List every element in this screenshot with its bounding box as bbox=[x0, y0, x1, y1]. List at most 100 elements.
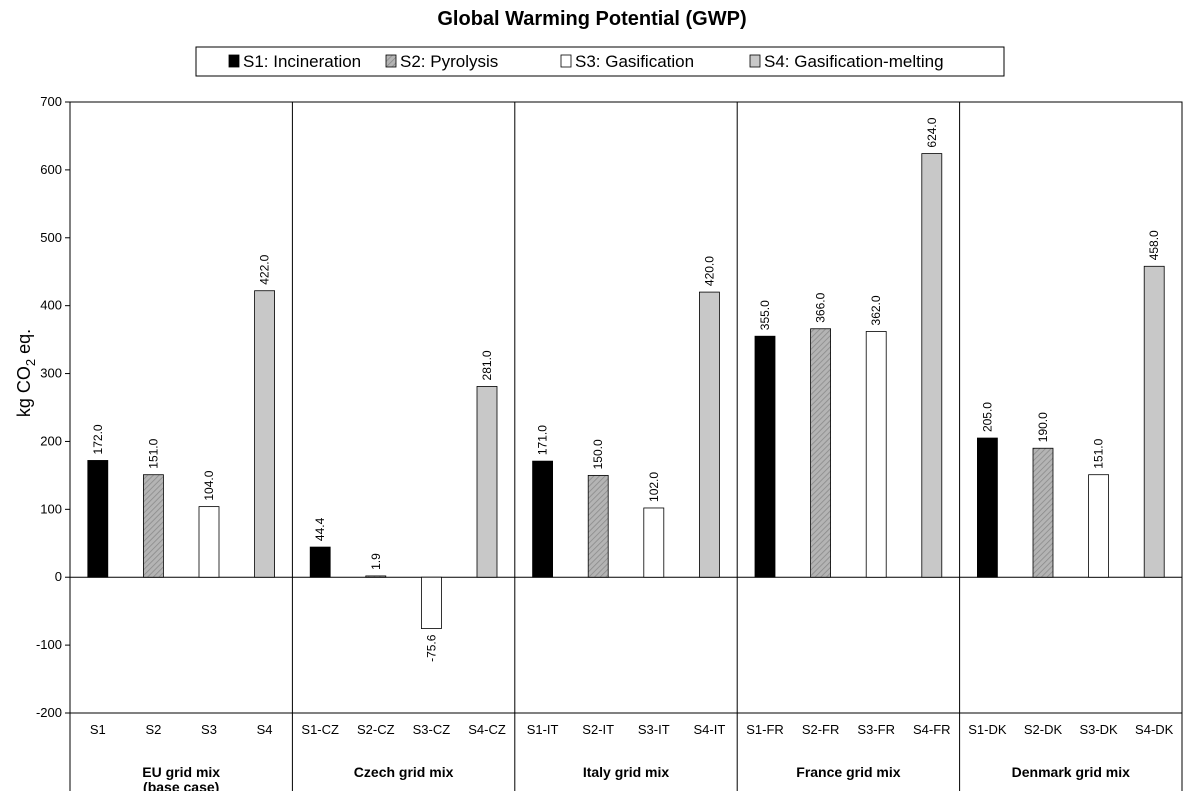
data-label: 422.0 bbox=[258, 254, 272, 284]
data-label: 366.0 bbox=[814, 292, 828, 322]
bar-group-5: 205.0 S1-DK 190.0 S2-DK 151.0 S3-DK 458.0 S4-DK… bbox=[968, 230, 1173, 780]
y-axis: -200 -100 0 100 200 300 400 500 600 700 bbox=[36, 94, 70, 720]
y-tick-label: -100 bbox=[36, 637, 62, 652]
category-label: S1-CZ bbox=[301, 722, 339, 737]
y-tick-label: 300 bbox=[40, 366, 62, 381]
category-label: S2-IT bbox=[582, 722, 614, 737]
legend-label-2: S2: Pyrolysis bbox=[400, 52, 498, 71]
data-label: 190.0 bbox=[1036, 412, 1050, 442]
legend-swatch-3 bbox=[560, 54, 572, 68]
legend-item-4: S4: Gasification-melting bbox=[749, 52, 944, 71]
bar bbox=[476, 386, 498, 578]
bar bbox=[309, 546, 331, 578]
y-tick-label: 200 bbox=[40, 433, 62, 448]
category-label: S1-DK bbox=[968, 722, 1007, 737]
category-label: S3-IT bbox=[638, 722, 670, 737]
category-label: S4-IT bbox=[694, 722, 726, 737]
y-tick-label: 700 bbox=[40, 94, 62, 109]
data-label: -75.6 bbox=[424, 634, 438, 662]
data-label: 420.0 bbox=[702, 256, 716, 286]
chart-title: Global Warming Potential (GWP) bbox=[437, 8, 746, 30]
bar bbox=[754, 335, 776, 578]
category-label: S2-DK bbox=[1024, 722, 1063, 737]
data-label: 104.0 bbox=[202, 470, 216, 500]
category-label: S4 bbox=[257, 722, 273, 737]
group-label: France grid mix bbox=[796, 764, 900, 780]
data-label: 1.9 bbox=[369, 553, 383, 570]
data-label: 151.0 bbox=[1092, 438, 1106, 468]
bar bbox=[1143, 265, 1165, 578]
legend-item-2: S2: Pyrolysis bbox=[385, 52, 498, 71]
category-label: S2 bbox=[145, 722, 161, 737]
category-label: S1-IT bbox=[527, 722, 559, 737]
legend-swatch-1 bbox=[228, 54, 240, 68]
bar bbox=[254, 290, 276, 578]
bar-group-1: 172.0 S1 151.0 S2 104.0 S3 422.0 S4 EU grid mix(… bbox=[87, 254, 276, 791]
category-label: S2-FR bbox=[802, 722, 840, 737]
y-axis-label-main: kg CO bbox=[14, 366, 34, 417]
category-label: S3 bbox=[201, 722, 217, 737]
category-label: S1 bbox=[90, 722, 106, 737]
data-label: 151.0 bbox=[146, 438, 160, 468]
group-label: Italy grid mix bbox=[583, 764, 670, 780]
legend-swatch-4 bbox=[749, 54, 761, 68]
group-label: Czech grid mix bbox=[354, 764, 454, 780]
data-label: 44.4 bbox=[313, 517, 327, 541]
group-label: (base case) bbox=[143, 779, 219, 791]
data-label: 458.0 bbox=[1147, 230, 1161, 260]
bar bbox=[587, 474, 609, 578]
legend-label-1: S1: Incineration bbox=[243, 52, 361, 71]
group-label: EU grid mix bbox=[142, 764, 220, 780]
legend-box bbox=[195, 46, 1005, 77]
y-tick-label: 600 bbox=[40, 162, 62, 177]
bar bbox=[532, 460, 553, 578]
bar-group-3: 171.0 S1-IT 150.0 S2-IT 102.0 S3-IT 420.0 S4-IT… bbox=[527, 256, 726, 780]
bar-group-2: 44.4 S1-CZ 1.9 S2-CZ -75.6 S3-CZ 281.0 S4-CZ Cze… bbox=[301, 350, 505, 780]
bar bbox=[865, 331, 887, 578]
y-tick-label: 400 bbox=[40, 298, 62, 313]
y-tick-label: 100 bbox=[40, 501, 62, 516]
bar bbox=[87, 460, 109, 578]
legend-item-1: S1: Incineration bbox=[228, 52, 361, 71]
data-label: 102.0 bbox=[647, 472, 661, 502]
y-tick-label: 500 bbox=[40, 230, 62, 245]
legend-swatch-2 bbox=[385, 54, 397, 68]
legend-label-4: S4: Gasification-melting bbox=[764, 52, 944, 71]
bar bbox=[420, 576, 442, 629]
bar-group-4: 355.0 S1-FR 366.0 S2-FR 362.0 S3-FR 624.0 S4-FR… bbox=[746, 117, 950, 780]
bar bbox=[142, 474, 164, 578]
y-axis-label-sub: 2 bbox=[23, 359, 38, 366]
bar bbox=[810, 328, 831, 578]
data-label: 362.0 bbox=[869, 295, 883, 325]
data-label: 355.0 bbox=[758, 300, 772, 330]
category-label: S4-CZ bbox=[468, 722, 506, 737]
category-label: S4-DK bbox=[1135, 722, 1174, 737]
category-label: S4-FR bbox=[913, 722, 951, 737]
category-label: S3-DK bbox=[1079, 722, 1118, 737]
category-label: S3-FR bbox=[857, 722, 895, 737]
bar bbox=[1032, 447, 1054, 578]
legend-item-3: S3: Gasification bbox=[560, 52, 694, 71]
group-label: Denmark grid mix bbox=[1012, 764, 1130, 780]
category-label: S2-CZ bbox=[357, 722, 395, 737]
bar bbox=[699, 291, 720, 578]
data-label: 150.0 bbox=[591, 439, 605, 469]
data-label: 171.0 bbox=[536, 425, 550, 455]
legend-label-3: S3: Gasification bbox=[575, 52, 694, 71]
svg-text:kg CO2 eq.: kg CO2 eq. bbox=[14, 329, 38, 417]
y-tick-label: -200 bbox=[36, 705, 62, 720]
data-label: 205.0 bbox=[980, 402, 994, 432]
category-label: S3-CZ bbox=[413, 722, 451, 737]
bar bbox=[643, 507, 665, 578]
category-label: S1-FR bbox=[746, 722, 784, 737]
bar bbox=[977, 437, 998, 578]
bar bbox=[921, 153, 943, 578]
y-tick-label: 0 bbox=[55, 569, 62, 584]
plot-frame bbox=[69, 101, 1183, 714]
data-label: 172.0 bbox=[91, 424, 105, 454]
y-axis-label-suffix: eq. bbox=[14, 329, 34, 359]
bar bbox=[365, 575, 387, 578]
data-label: 624.0 bbox=[925, 117, 939, 147]
bar bbox=[198, 506, 220, 578]
